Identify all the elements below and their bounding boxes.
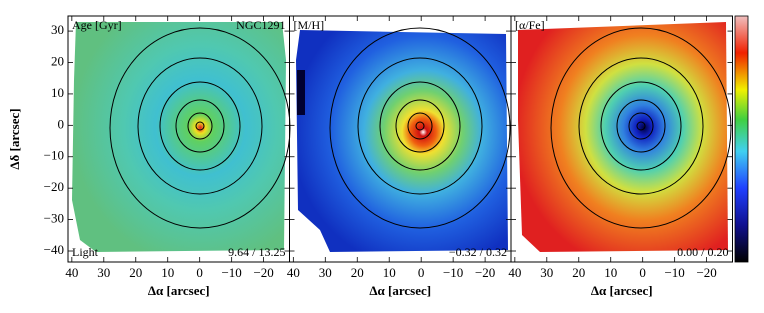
x-tick-label: 30 — [319, 265, 332, 280]
range-label: 0.00 / 0.20 — [677, 245, 728, 259]
map-image — [296, 30, 508, 252]
x-tick-label: 20 — [572, 265, 585, 280]
x-tick-label: 40 — [508, 265, 521, 280]
x-tick-label: 20 — [129, 265, 142, 280]
map-image — [72, 22, 286, 252]
x-tick-label: 40 — [287, 265, 300, 280]
corner-label: Light — [72, 245, 99, 259]
x-tick-label: 0 — [639, 265, 646, 280]
panel-frame — [510, 15, 733, 263]
contours — [109, 27, 732, 229]
range-label: 9.64 / 13.25 — [228, 245, 285, 259]
panel-title: [α/Fe] — [515, 18, 545, 32]
panel-title: Age [Gyr] — [72, 18, 122, 32]
y-tick-label: −40 — [44, 242, 64, 257]
map-patch — [297, 70, 305, 115]
y-tick-label: 30 — [51, 22, 64, 37]
x-axis-label: Δα [arcsec] — [369, 283, 431, 298]
colorbar — [734, 15, 749, 263]
x-tick-label: 20 — [351, 265, 364, 280]
galaxy-name: NGC1291 — [236, 18, 285, 32]
x-tick-label: 10 — [383, 265, 396, 280]
range-label: −0.32 / 0.32 — [449, 245, 507, 259]
x-tick-label: −10 — [221, 265, 241, 280]
y-tick-label: 10 — [51, 85, 64, 100]
y-tick-label: −20 — [44, 179, 64, 194]
x-tick-label: −20 — [696, 265, 716, 280]
x-tick-label: 0 — [418, 265, 425, 280]
x-axis-label: Δα [arcsec] — [148, 283, 210, 298]
x-tick-label: 10 — [604, 265, 617, 280]
map-image — [518, 22, 728, 252]
maps — [72, 22, 732, 252]
x-tick-label: 10 — [161, 265, 174, 280]
x-tick-label: −20 — [253, 265, 273, 280]
y-tick-label: −10 — [44, 148, 64, 163]
y-tick-label: 0 — [58, 116, 65, 131]
y-axis-label: Δδ [arcsec] — [7, 108, 22, 169]
x-tick-label: −20 — [475, 265, 495, 280]
x-tick-label: −10 — [664, 265, 684, 280]
x-axis-label: Δα [arcsec] — [591, 283, 653, 298]
x-tick-label: 30 — [540, 265, 553, 280]
panel-title: [M/H] — [294, 18, 325, 32]
x-tick-label: 40 — [65, 265, 78, 280]
y-tick-label: 20 — [51, 53, 64, 68]
y-tick-label: −30 — [44, 211, 64, 226]
x-tick-label: 30 — [97, 265, 110, 280]
x-tick-label: 0 — [196, 265, 203, 280]
x-tick-label: −10 — [443, 265, 463, 280]
